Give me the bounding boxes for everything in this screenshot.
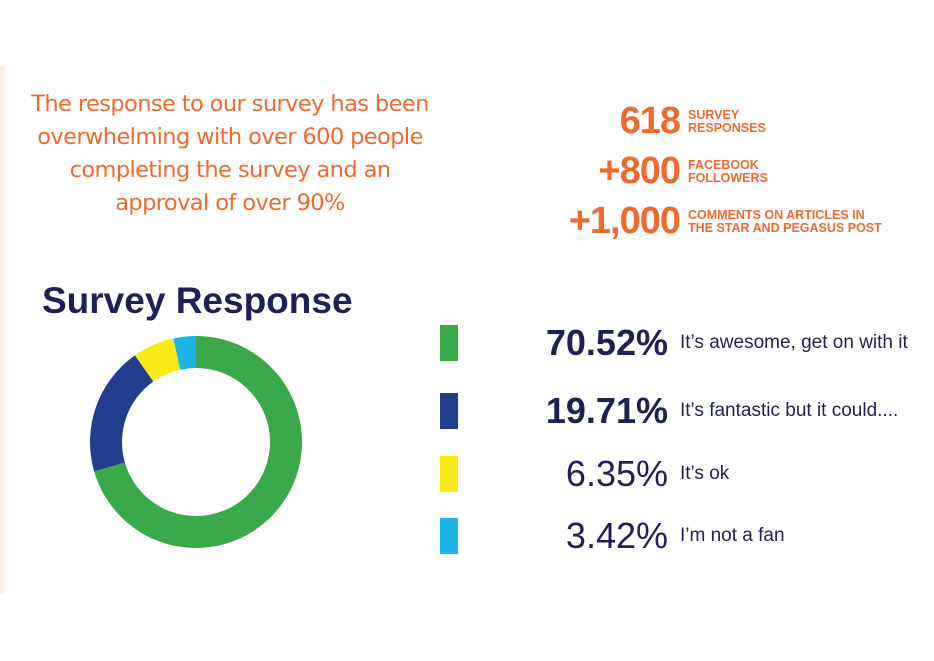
donut-slice bbox=[90, 355, 154, 472]
stat-comments: +1,000 COMMENTS ON ARTICLES IN THE STAR AN… bbox=[540, 200, 882, 243]
legend-label: I’m not a fan bbox=[680, 525, 785, 546]
legend-percent: 70.52% bbox=[545, 322, 668, 363]
stat-number: +800 bbox=[598, 150, 681, 192]
legend-item: 70.52% It’s awesome, get on with it bbox=[440, 322, 908, 364]
stat-label: FACEBOOK FOLLOWERS bbox=[688, 157, 768, 185]
stat-label: COMMENTS ON ARTICLES IN THE STAR AND PEGA… bbox=[688, 207, 882, 235]
legend-label: It’s awesome, get on with it bbox=[680, 332, 908, 353]
legend-item: 3.42% I’m not a fan bbox=[440, 515, 785, 557]
stat-number: 618 bbox=[619, 100, 681, 142]
legend-swatch bbox=[440, 325, 458, 361]
legend-percent: 3.42% bbox=[565, 515, 668, 556]
donut-slice bbox=[94, 336, 302, 548]
legend-item: 19.71% It’s fantastic but it could.... bbox=[440, 390, 898, 432]
legend-swatch bbox=[440, 393, 458, 429]
legend-swatch bbox=[440, 456, 458, 492]
stat-number: +1,000 bbox=[568, 200, 681, 242]
legend-item: 6.35% It’s ok bbox=[440, 453, 729, 495]
donut-slice bbox=[134, 338, 181, 382]
donut-slice bbox=[173, 336, 196, 370]
legend-percent: 19.71% bbox=[545, 390, 668, 431]
legend-label: It’s fantastic but it could.... bbox=[680, 400, 899, 421]
stat-label: SURVEY RESPONSES bbox=[688, 107, 766, 135]
legend-swatch bbox=[440, 518, 458, 554]
chart-title: Survey Response bbox=[42, 280, 353, 321]
intro-text: The response to our survey has been over… bbox=[31, 91, 429, 216]
donut-chart bbox=[90, 336, 302, 548]
left-edge bbox=[0, 66, 5, 594]
legend-percent: 6.35% bbox=[565, 453, 668, 494]
stat-facebook: +800 FACEBOOK FOLLOWERS bbox=[540, 150, 768, 193]
stat-survey: 618 SURVEY RESPONSES bbox=[540, 100, 766, 143]
legend-label: It’s ok bbox=[680, 463, 730, 484]
